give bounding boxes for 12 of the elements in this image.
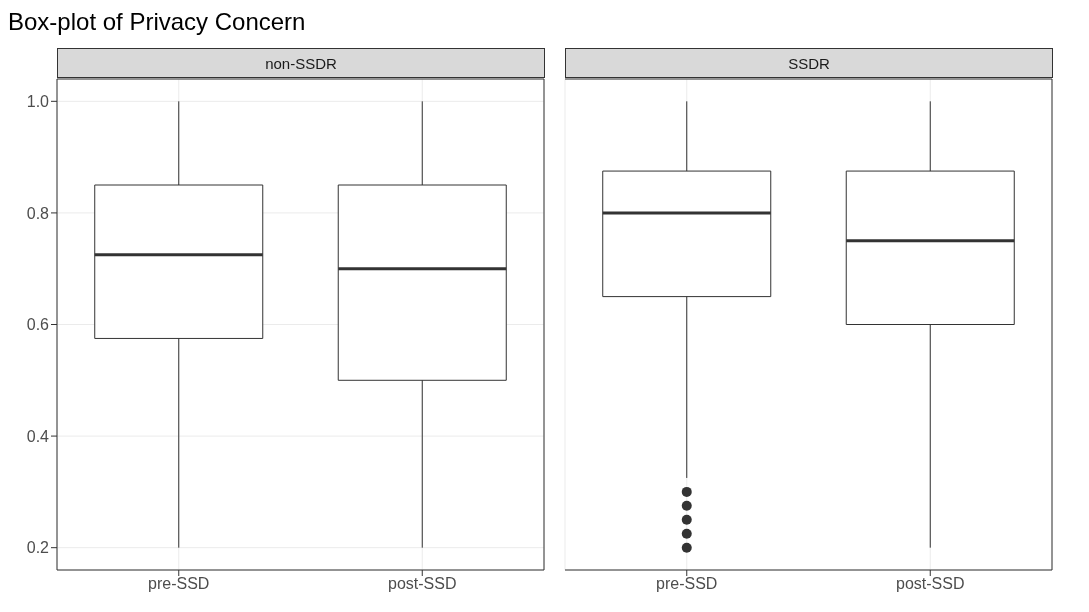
y-tick-label: 0.2 [26,539,50,557]
x-tick-label: post-SSD [896,575,965,593]
chart-subtitle: non-SSDR [57,48,545,78]
x-tick-label: post-SSD [388,575,457,593]
y-tick-label: 1.0 [26,93,50,110]
y-tick-label: 0.4 [26,427,50,445]
y-tick-label: 0.6 [26,316,50,334]
x-tick-label: pre-SSD [148,575,210,593]
chart-subtitle: SSDR [565,48,1053,78]
chart-title: Box-plot of Privacy Concern [8,8,307,37]
x-tick-label: pre-SSD [656,575,718,593]
y-tick-label: 0.8 [26,204,50,222]
